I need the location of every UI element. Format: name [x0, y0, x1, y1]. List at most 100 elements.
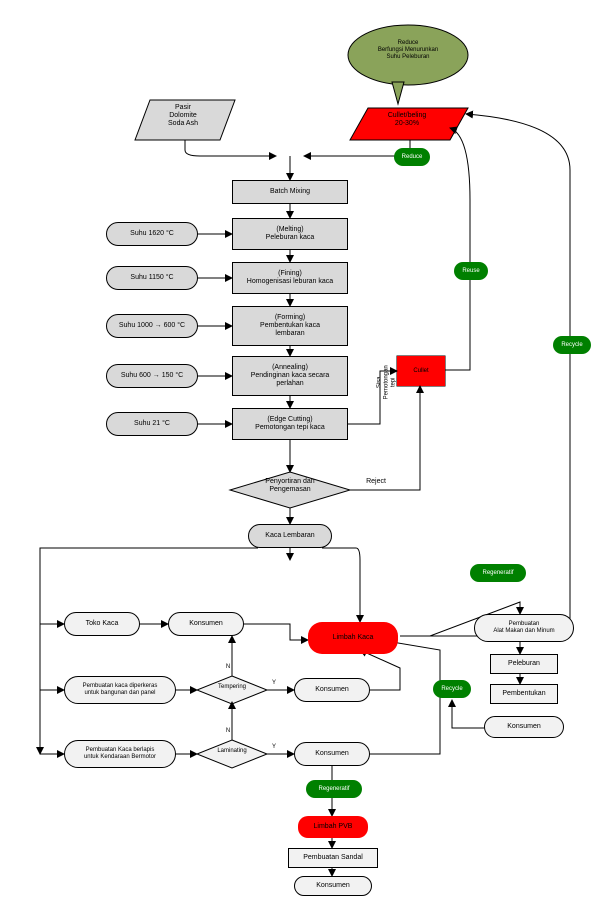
- raw-materials: Pasir Dolomite Soda Ash: [143, 104, 223, 128]
- cond-t4: Suhu 600 → 150 °C: [121, 372, 183, 380]
- laminated-glass: Pembuatan Kaca berlapisuntuk Kendaraan B…: [64, 740, 176, 768]
- hard1: Pembuatan kaca diperkeras: [83, 683, 158, 690]
- cullet-small-text: Cullet: [413, 368, 428, 375]
- tag-recycle2-text: Recycle: [441, 686, 462, 693]
- proc-anneal1: (Annealing): [272, 364, 308, 372]
- proc-anneal: (Annealing)Pendinginan kaca secaraperlah…: [232, 356, 348, 396]
- cond-t2: Suhu 1150 °C: [130, 274, 173, 282]
- lam-Y: Y: [268, 744, 280, 751]
- proc-batch-text: Batch Mixing: [270, 188, 310, 196]
- pembentukan-text: Pembentukan: [502, 690, 545, 698]
- pembentukan: Pembentukan: [490, 684, 558, 704]
- proc-edge1: (Edge Cutting): [267, 416, 312, 424]
- cond-21: Suhu 21 °C: [106, 412, 198, 436]
- side-l3: tepi: [390, 377, 397, 387]
- tag-regen1: Regeneratif: [470, 564, 526, 582]
- proc-fine2: Homogenisasi leburan kaca: [247, 278, 333, 286]
- hard2: untuk bangunan dan panel: [84, 690, 155, 697]
- temper-Y: Y: [268, 680, 280, 687]
- konsb-text: Konsumen: [316, 882, 349, 890]
- cullet-top-l2: 20-30%: [395, 120, 419, 128]
- sort-l2: Pengemasan: [269, 486, 310, 494]
- toko-kaca: Toko Kaca: [64, 612, 140, 636]
- tag-reduce: Reduce: [394, 148, 430, 166]
- cond-600-150: Suhu 600 → 150 °C: [106, 364, 198, 388]
- temper-N: N: [222, 664, 234, 671]
- peleburan: Peleburan: [490, 654, 558, 674]
- side-l1: Sisa: [377, 377, 384, 389]
- Y2: Y: [272, 744, 276, 751]
- konsumen-1: Konsumen: [168, 612, 244, 636]
- alat1: Pembuatan: [509, 621, 540, 628]
- laminate-text: Laminating: [217, 748, 246, 755]
- pvb-text: Limbah PVB: [314, 823, 353, 831]
- kons3-text: Konsumen: [315, 750, 348, 758]
- callout-line2: Suhu Peleburan: [386, 54, 429, 61]
- toko-text: Toko Kaca: [86, 620, 119, 628]
- cond-t5: Suhu 21 °C: [134, 420, 170, 428]
- lam-N: N: [222, 728, 234, 735]
- sort-label: Penyortiran dan Pengemasan: [238, 478, 342, 494]
- reject-label: Reject: [356, 478, 396, 486]
- proc-edge2: Pemotongan tepi kaca: [255, 424, 325, 432]
- N1: N: [226, 664, 230, 671]
- cond-1000-600: Suhu 1000 → 600 °C: [106, 314, 198, 338]
- proc-melt2: Peleburan kaca: [266, 234, 315, 242]
- proc-form2: Pembentukan kaca: [260, 322, 320, 330]
- tag-recycle-text: Recycle: [561, 342, 582, 349]
- raw-l3: Soda Ash: [168, 120, 198, 128]
- proc-fine1: (Fining): [278, 270, 302, 278]
- proc-form1: (Forming): [275, 314, 305, 322]
- proc-batch: Batch Mixing: [232, 180, 348, 204]
- cond-1620: Suhu 1620 °C: [106, 222, 198, 246]
- tag-reduce-text: Reduce: [402, 154, 423, 161]
- laminate-label: Laminating: [203, 748, 261, 755]
- cullet-top-l1: Cullet/beling: [388, 112, 427, 120]
- callout-reduce: Reduce Berfungsi Menurunkan Suhu Pelebur…: [361, 40, 455, 61]
- kons2-text: Konsumen: [315, 686, 348, 694]
- proc-anneal2: Pendinginan kaca secara: [251, 372, 330, 380]
- lam1: Pembuatan Kaca berlapis: [86, 747, 155, 754]
- cond-t1: Suhu 1620 °C: [130, 230, 174, 238]
- reject-text: Reject: [366, 478, 386, 486]
- konsumen-2: Konsumen: [294, 678, 370, 702]
- callout-title: Reduce: [398, 40, 419, 47]
- sandal-text: Pembuatan Sandal: [303, 854, 363, 862]
- raw-l1: Pasir: [175, 104, 191, 112]
- proc-melt: (Melting)Peleburan kaca: [232, 218, 348, 250]
- side-l2: Pemotongan: [384, 365, 391, 399]
- temper-text: Tempering: [218, 684, 246, 691]
- tag-regen2-text: Regeneratif: [318, 786, 349, 793]
- edge-waste-label: Sisa Pemotongan tepi: [377, 357, 398, 407]
- callout-line1: Berfungsi Menurunkan: [378, 47, 438, 54]
- cond-t3: Suhu 1000 → 600 °C: [119, 322, 185, 330]
- tag-recycle2: Recycle: [433, 680, 471, 698]
- limbah-kaca: Limbah Kaca: [308, 622, 398, 654]
- pembuatan-sandal: Pembuatan Sandal: [288, 848, 378, 868]
- lam2: untuk Kendaraan Bermotor: [84, 754, 156, 761]
- cullet-small: Cullet: [397, 356, 445, 386]
- proc-anneal3: perlahan: [276, 380, 303, 388]
- hardened-glass: Pembuatan kaca diperkerasuntuk bangunan …: [64, 676, 176, 704]
- tag-regen2: Regeneratif: [306, 780, 362, 798]
- alat-makan: PembuatanAlat Makan dan Minum: [474, 614, 574, 642]
- konsumen-bottom: Konsumen: [294, 876, 372, 896]
- limbah-pvb: Limbah PVB: [298, 816, 368, 838]
- konsumen-right: Konsumen: [484, 716, 564, 738]
- temper-label: Tempering: [203, 684, 261, 691]
- cond-1150: Suhu 1150 °C: [106, 266, 198, 290]
- tag-reuse: Reuse: [454, 262, 488, 280]
- limbah-kaca-text: Limbah Kaca: [333, 634, 374, 642]
- kons1-text: Konsumen: [189, 620, 222, 628]
- proc-form3: lembaran: [275, 330, 304, 338]
- N2: N: [226, 728, 230, 735]
- sort-l1: Penyortiran dan: [265, 478, 314, 486]
- proc-edge: (Edge Cutting)Pemotongan tepi kaca: [232, 408, 348, 440]
- raw-l2: Dolomite: [169, 112, 197, 120]
- sheet-glass-text: Kaca Lembaran: [265, 532, 314, 540]
- proc-melt1: (Melting): [276, 226, 303, 234]
- konsumen-3: Konsumen: [294, 742, 370, 766]
- tag-recycle: Recycle: [553, 336, 591, 354]
- sheet-glass: Kaca Lembaran: [248, 524, 332, 548]
- tag-regen1-text: Regeneratif: [482, 570, 513, 577]
